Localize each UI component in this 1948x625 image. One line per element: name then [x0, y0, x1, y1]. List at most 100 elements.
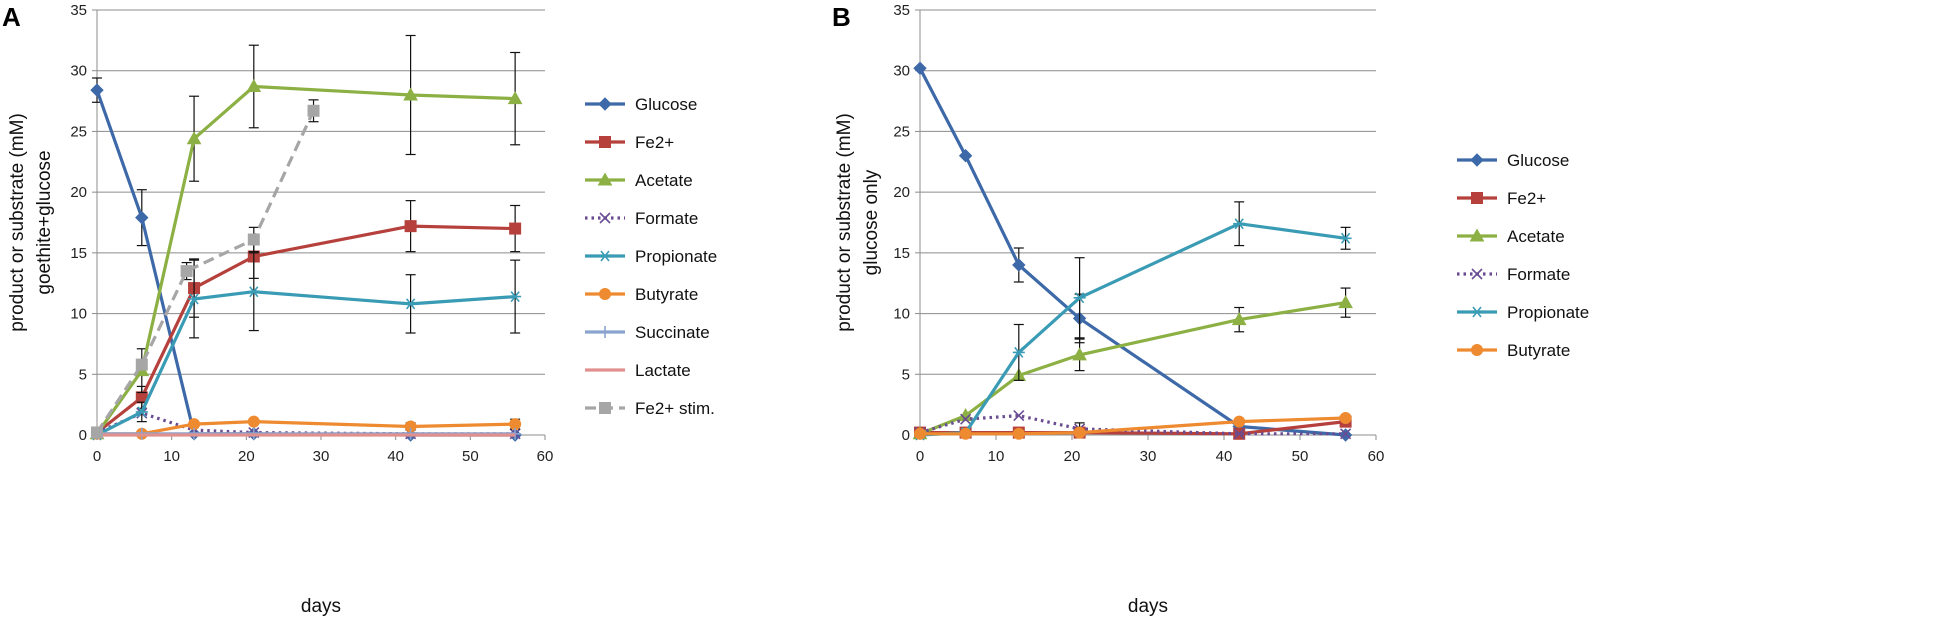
y-tick-label: 20	[893, 184, 910, 201]
data-point	[404, 298, 417, 310]
series-line	[96, 224, 516, 434]
series-line	[95, 84, 516, 435]
x-tick-label: 10	[163, 448, 180, 465]
data-point	[1072, 347, 1087, 361]
data-point	[247, 286, 260, 298]
x-tick-label: 60	[537, 448, 554, 465]
legend-item-acetate: Acetate	[585, 171, 693, 190]
legend-label: Acetate	[635, 171, 693, 190]
series-butyrate	[914, 412, 1352, 440]
legend-item-formate: Formate	[1457, 265, 1570, 284]
series-acetate	[912, 287, 1353, 440]
x-tick-label: 40	[1216, 448, 1233, 465]
legend-item-propionate: Propionate	[585, 247, 717, 266]
panel-label: B	[832, 2, 851, 32]
data-point	[1013, 410, 1025, 422]
series-acetate	[89, 34, 523, 440]
x-tick-label: 30	[1140, 448, 1157, 465]
legend-item-fe2: Fe2+	[1457, 189, 1546, 208]
legend-marker	[1471, 192, 1483, 204]
panel-label: A	[2, 2, 21, 32]
panel-b: B 0 5 10 15 20 25 30 35 0 10 20 30 40 50 60 days product …	[832, 2, 1589, 617]
data-point	[507, 91, 523, 105]
data-point	[135, 358, 148, 371]
data-point	[1340, 428, 1352, 440]
x-tick-label: 20	[238, 448, 255, 465]
data-point	[960, 413, 972, 425]
x-tick-label: 0	[916, 448, 924, 465]
legend-marker	[1471, 306, 1483, 318]
series-line	[919, 222, 1346, 437]
series-fe2-stim	[91, 99, 320, 439]
legend-marker	[598, 97, 612, 111]
x-tick-label: 50	[1292, 448, 1309, 465]
data-point	[1233, 218, 1246, 230]
legend-item-glucose: Glucose	[1457, 151, 1569, 170]
data-point	[180, 265, 193, 278]
legend-label: Fe2+ stim.	[635, 399, 715, 418]
legend-marker	[599, 136, 611, 148]
data-point	[307, 104, 320, 117]
legend-label: Lactate	[635, 361, 691, 380]
data-point	[1012, 427, 1025, 440]
series-line	[95, 110, 315, 434]
series-fe2	[91, 200, 522, 439]
y-tick-label: 35	[893, 2, 910, 19]
x-axis-title: days	[1128, 596, 1168, 617]
legend-label: Acetate	[1507, 227, 1565, 246]
legend-item-fe2-stim: Fe2+ stim.	[585, 399, 715, 418]
series-line	[920, 416, 1346, 436]
data-point	[404, 220, 417, 233]
series-line	[96, 290, 516, 437]
legend-marker	[1469, 228, 1485, 242]
y-tick-label: 0	[79, 427, 87, 444]
legend-item-butyrate: Butyrate	[1457, 341, 1570, 360]
legend-label: Propionate	[635, 247, 717, 266]
legend-label: Formate	[635, 209, 698, 228]
series-glucose	[913, 61, 1353, 442]
legend-item-succinate: Succinate	[585, 323, 710, 342]
legend-label: Glucose	[1507, 151, 1569, 170]
series-line	[919, 301, 1346, 436]
x-tick-label: 0	[93, 448, 101, 465]
y-axis-title: glucose only	[861, 169, 882, 275]
legend-label: Propionate	[1507, 303, 1589, 322]
x-tick-label: 10	[988, 448, 1005, 465]
data-point	[509, 291, 522, 303]
legend-marker	[599, 250, 611, 262]
x-tick-label: 30	[313, 448, 330, 465]
legend-label: Glucose	[635, 95, 697, 114]
legend-marker	[597, 172, 613, 186]
data-point	[1233, 415, 1246, 428]
data-point	[1231, 312, 1247, 326]
series-line	[918, 67, 1346, 437]
y-tick-label: 10	[893, 306, 910, 323]
data-point	[90, 83, 104, 97]
data-point	[914, 427, 926, 440]
y-tick-label: 15	[893, 245, 910, 262]
data-point	[246, 78, 262, 92]
data-point	[247, 415, 260, 428]
y-tick-label: 5	[902, 366, 910, 383]
legend-item-acetate: Acetate	[1457, 227, 1565, 246]
legend-marker	[599, 402, 611, 414]
series-glucose	[90, 77, 522, 442]
y-tick-label: 15	[70, 245, 87, 262]
y-tick-label: 10	[70, 306, 87, 323]
data-point	[1012, 346, 1025, 358]
data-point	[135, 210, 149, 225]
legend-marker	[599, 288, 611, 300]
data-point	[186, 131, 202, 145]
legend-item-lactate: Lactate	[585, 361, 691, 380]
y-tick-label: 25	[893, 123, 910, 140]
legend-label: Succinate	[635, 323, 710, 342]
x-axis-title: days	[301, 596, 341, 617]
x-tick-label: 60	[1368, 448, 1385, 465]
y-tick-label: 0	[902, 427, 910, 444]
y-tick-label: 30	[893, 63, 910, 80]
data-point	[509, 222, 522, 235]
legend-item-fe2: Fe2+	[585, 133, 674, 152]
data-point	[188, 293, 201, 305]
panel-a: A 0 5 10 15 20 25 30 35 0 10 20 30 40 50 60 days product …	[2, 2, 717, 617]
y-tick-label: 30	[70, 63, 87, 80]
